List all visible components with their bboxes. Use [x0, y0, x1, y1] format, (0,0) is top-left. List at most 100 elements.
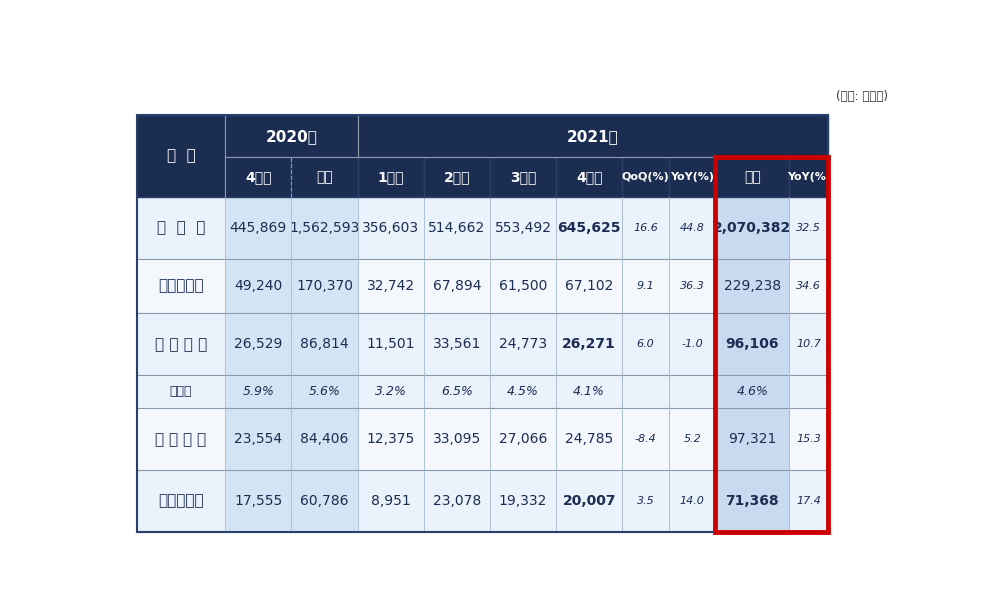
FancyBboxPatch shape [358, 313, 424, 375]
Text: -8.4: -8.4 [635, 434, 656, 444]
FancyBboxPatch shape [225, 409, 291, 470]
FancyBboxPatch shape [137, 115, 225, 197]
Text: 3.2%: 3.2% [375, 385, 407, 398]
FancyBboxPatch shape [622, 470, 669, 532]
FancyBboxPatch shape [358, 157, 424, 197]
Text: 14.0: 14.0 [680, 496, 705, 506]
Text: 24,773: 24,773 [499, 337, 547, 351]
Text: 4분기: 4분기 [576, 170, 602, 184]
Text: 445,869: 445,869 [230, 221, 287, 235]
Text: 2021년: 2021년 [567, 129, 619, 143]
FancyBboxPatch shape [789, 313, 828, 375]
Text: 3분기: 3분기 [510, 170, 536, 184]
FancyBboxPatch shape [424, 197, 490, 259]
FancyBboxPatch shape [424, 375, 490, 409]
Text: 1,562,593: 1,562,593 [289, 221, 360, 235]
Text: 4.5%: 4.5% [507, 385, 539, 398]
FancyBboxPatch shape [669, 197, 715, 259]
Text: 19,332: 19,332 [499, 494, 547, 508]
FancyBboxPatch shape [669, 313, 715, 375]
FancyBboxPatch shape [291, 259, 358, 313]
Text: 33,095: 33,095 [433, 432, 481, 446]
Text: 10.7: 10.7 [796, 339, 821, 349]
Text: 84,406: 84,406 [300, 432, 349, 446]
Text: 49,240: 49,240 [234, 279, 283, 293]
Text: 4분기: 4분기 [245, 170, 272, 184]
FancyBboxPatch shape [291, 197, 358, 259]
Text: 2,070,382: 2,070,382 [713, 221, 791, 235]
FancyBboxPatch shape [490, 470, 556, 532]
Text: YoY(%): YoY(%) [787, 172, 831, 182]
Text: 연간: 연간 [316, 170, 333, 184]
FancyBboxPatch shape [622, 375, 669, 409]
Text: 71,368: 71,368 [725, 494, 779, 508]
Text: 3.5: 3.5 [637, 496, 654, 506]
Text: 5.2: 5.2 [683, 434, 701, 444]
FancyBboxPatch shape [291, 470, 358, 532]
FancyBboxPatch shape [715, 197, 789, 259]
Text: 645,625: 645,625 [557, 221, 621, 235]
FancyBboxPatch shape [137, 197, 225, 259]
FancyBboxPatch shape [137, 470, 225, 532]
Text: 2020년: 2020년 [266, 129, 317, 143]
FancyBboxPatch shape [137, 259, 225, 313]
FancyBboxPatch shape [225, 115, 358, 157]
Text: 67,894: 67,894 [433, 279, 481, 293]
Text: QoQ(%): QoQ(%) [622, 172, 669, 182]
FancyBboxPatch shape [556, 409, 622, 470]
FancyBboxPatch shape [669, 409, 715, 470]
FancyBboxPatch shape [424, 259, 490, 313]
FancyBboxPatch shape [715, 409, 789, 470]
Text: 12,375: 12,375 [367, 432, 415, 446]
FancyBboxPatch shape [291, 375, 358, 409]
FancyBboxPatch shape [291, 157, 358, 197]
Bar [137, 115, 828, 532]
FancyBboxPatch shape [789, 409, 828, 470]
FancyBboxPatch shape [789, 470, 828, 532]
FancyBboxPatch shape [137, 375, 225, 409]
FancyBboxPatch shape [424, 313, 490, 375]
FancyBboxPatch shape [225, 259, 291, 313]
Text: 32,742: 32,742 [367, 279, 415, 293]
FancyBboxPatch shape [137, 313, 225, 375]
FancyBboxPatch shape [669, 470, 715, 532]
Text: 170,370: 170,370 [296, 279, 353, 293]
Text: 매  출  액: 매 출 액 [157, 220, 205, 235]
Text: 2분기: 2분기 [444, 170, 470, 184]
Text: 매출총이익: 매출총이익 [158, 278, 204, 294]
FancyBboxPatch shape [669, 259, 715, 313]
Text: 15.3: 15.3 [796, 434, 821, 444]
FancyBboxPatch shape [424, 470, 490, 532]
FancyBboxPatch shape [622, 409, 669, 470]
FancyBboxPatch shape [556, 313, 622, 375]
FancyBboxPatch shape [556, 259, 622, 313]
Text: 86,814: 86,814 [300, 337, 349, 351]
FancyBboxPatch shape [291, 313, 358, 375]
FancyBboxPatch shape [789, 197, 828, 259]
Text: 1분기: 1분기 [377, 170, 404, 184]
FancyBboxPatch shape [789, 157, 828, 197]
Text: 4.6%: 4.6% [736, 385, 768, 398]
Text: 23,078: 23,078 [433, 494, 481, 508]
Bar [715, 157, 828, 532]
FancyBboxPatch shape [225, 197, 291, 259]
FancyBboxPatch shape [490, 375, 556, 409]
FancyBboxPatch shape [715, 259, 789, 313]
FancyBboxPatch shape [622, 157, 669, 197]
Text: 20,007: 20,007 [562, 494, 616, 508]
Text: 27,066: 27,066 [499, 432, 547, 446]
Text: 당기순이익: 당기순이익 [158, 494, 204, 508]
FancyBboxPatch shape [358, 259, 424, 313]
Text: 36.3: 36.3 [680, 281, 705, 291]
Text: 17.4: 17.4 [796, 496, 821, 506]
Text: 이익율: 이익율 [170, 385, 192, 398]
Text: 6.0: 6.0 [637, 339, 654, 349]
Text: YoY(%): YoY(%) [670, 172, 714, 182]
Text: 23,554: 23,554 [234, 432, 282, 446]
FancyBboxPatch shape [715, 470, 789, 532]
Text: 4.1%: 4.1% [573, 385, 605, 398]
Text: 34.6: 34.6 [796, 281, 821, 291]
Text: 514,662: 514,662 [428, 221, 485, 235]
Text: 61,500: 61,500 [499, 279, 547, 293]
Text: 67,102: 67,102 [565, 279, 613, 293]
